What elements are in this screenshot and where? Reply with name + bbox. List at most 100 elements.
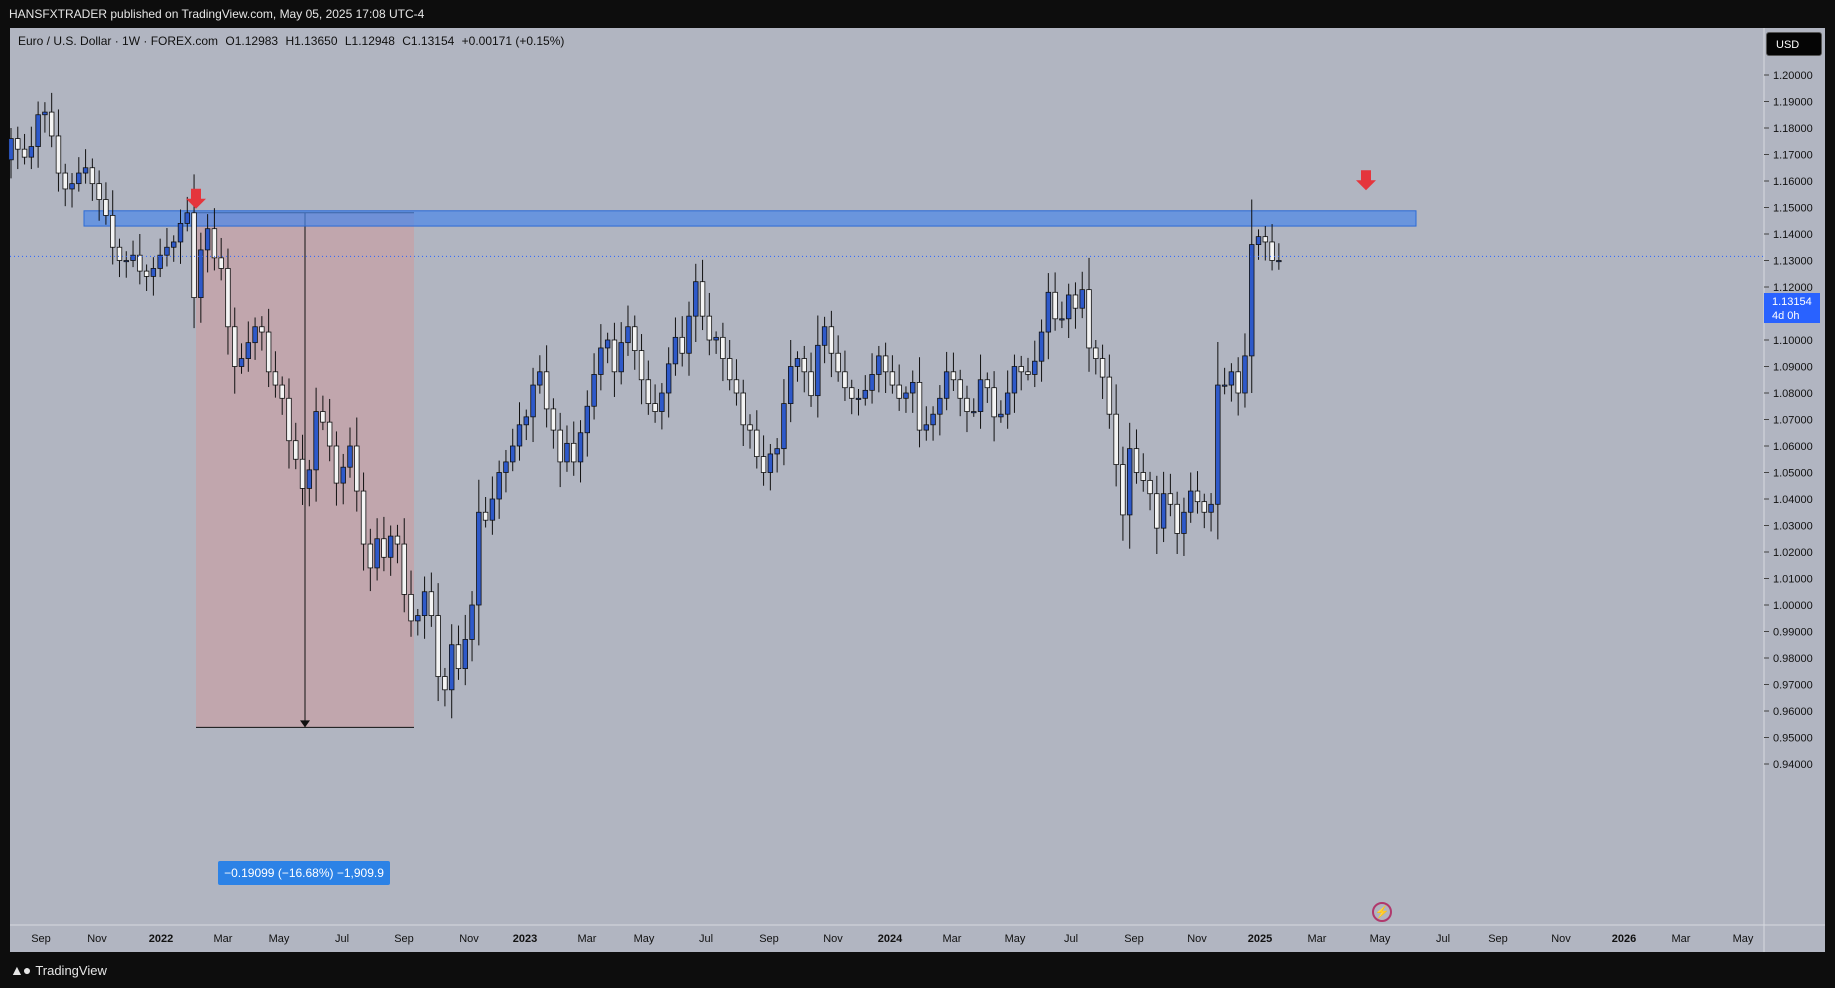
candle-bear[interactable] [1147,480,1153,495]
candle-bear[interactable] [89,167,96,185]
candle-bear[interactable] [706,315,713,341]
candle-bear[interactable] [611,339,618,373]
candle-bull[interactable] [591,374,597,407]
candle-bull[interactable] [930,413,936,426]
candle-bull[interactable] [238,358,245,367]
candle-bull[interactable] [35,114,41,147]
candle-bull[interactable] [306,469,313,489]
candle-bear[interactable] [218,257,224,269]
candle-bull[interactable] [184,212,190,224]
candle-bull[interactable] [530,384,536,418]
candle-bear[interactable] [272,371,279,386]
candle-bull[interactable] [537,371,543,386]
candle-bear[interactable] [950,371,957,381]
candle-bull[interactable] [693,281,699,317]
candle-bear[interactable] [1072,294,1079,309]
candle-bull[interactable] [374,538,380,569]
candle-bear[interactable] [21,148,28,158]
candle-bear[interactable] [1174,503,1180,534]
candle-bull[interactable] [476,511,482,606]
candle-bear[interactable] [957,379,963,399]
candle-bull[interactable] [510,445,516,463]
candle-bull[interactable] [82,167,89,174]
candle-bear[interactable] [842,371,848,389]
candle-bull[interactable] [618,342,624,373]
candle-bear[interactable] [1099,358,1106,378]
candle-bear[interactable] [889,371,896,386]
candle-bull[interactable] [1059,318,1065,321]
candle-bear[interactable] [1194,490,1201,503]
candle-bear[interactable] [984,379,991,389]
candle-bear[interactable] [320,411,326,423]
candle-bull[interactable] [1160,493,1167,529]
candle-bear[interactable] [1201,501,1207,513]
candle-bull[interactable] [937,397,943,415]
candle-bull[interactable] [564,442,570,463]
candle-bear[interactable] [916,381,923,431]
candle-bear[interactable] [801,358,807,373]
candle-bear[interactable] [760,456,767,473]
candle-bear[interactable] [435,615,441,677]
candle-bear[interactable] [1235,371,1241,394]
candle-bull[interactable] [516,424,523,447]
candle-bull[interactable] [815,344,821,397]
candle-bull[interactable] [313,411,319,471]
candle-bull[interactable] [28,146,35,158]
candle-bull[interactable] [1038,331,1045,362]
candle-bear[interactable] [428,591,435,617]
candle-bull[interactable] [523,416,529,426]
candle-bull[interactable] [1255,236,1262,245]
candle-bull[interactable] [977,379,984,412]
candle-bull[interactable] [781,403,787,450]
candle-bull[interactable] [1188,490,1194,513]
candle-bear[interactable] [896,384,902,399]
candle-bear[interactable] [679,336,685,354]
candle-bear[interactable] [103,199,109,216]
candle-bear[interactable] [754,429,760,458]
candle-bull[interactable] [1208,503,1214,513]
candle-bear[interactable] [1025,371,1031,375]
candle-bull[interactable] [1215,384,1221,505]
candle-bull[interactable] [1242,355,1248,394]
candle-bear[interactable] [367,543,374,569]
candle-bull[interactable] [876,355,882,375]
candle-bear[interactable] [326,421,333,447]
candle-bear[interactable] [991,387,997,418]
candle-bull[interactable] [496,472,502,500]
candle-bear[interactable] [381,538,387,558]
candle-bear[interactable] [408,594,414,622]
candle-bull[interactable] [1011,366,1018,394]
candle-bull[interactable] [672,336,679,365]
candle-bear[interactable] [1262,236,1268,243]
tradingview-logo[interactable]: ▲● TradingView [10,962,107,978]
candle-bull[interactable] [869,374,875,391]
candle-bull[interactable] [177,222,184,243]
candle-bear[interactable] [1154,493,1160,529]
candle-bear[interactable] [964,397,970,412]
candle-bear[interactable] [557,429,563,463]
candle-bear[interactable] [1106,376,1113,415]
candle-bull[interactable] [1079,289,1085,309]
candle-bear[interactable] [1140,472,1146,481]
candle-bull[interactable] [1181,511,1187,534]
candle-bull[interactable] [503,461,509,473]
candle-bear[interactable] [747,424,753,431]
candle-bull[interactable] [8,138,14,161]
candle-bear[interactable] [232,326,238,367]
candle-bull[interactable] [171,241,177,248]
candle-bear[interactable] [354,445,360,492]
candle-bear[interactable] [279,384,285,399]
candle-bear[interactable] [96,183,102,200]
candle-bear[interactable] [333,445,340,484]
candle-bear[interactable] [48,111,55,137]
candle-bear[interactable] [543,371,550,410]
candle-bear[interactable] [286,397,292,442]
candle-bear[interactable] [55,135,62,174]
candle-bull[interactable] [1045,291,1052,333]
candle-bull[interactable] [1127,448,1133,516]
candle-bear[interactable] [62,172,68,190]
candle-bull[interactable] [42,111,48,116]
lightning-icon[interactable]: ⚡ [1372,902,1392,922]
candle-bear[interactable] [808,371,814,397]
